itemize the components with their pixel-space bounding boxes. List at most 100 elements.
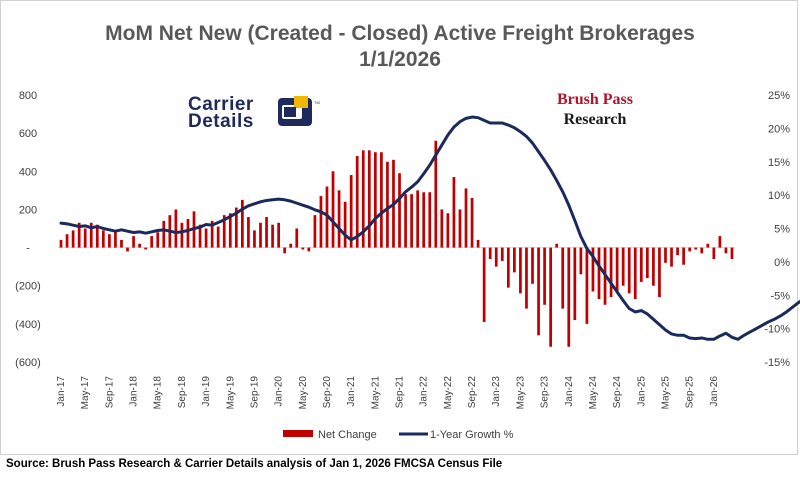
- x-axis-tick-label: Jan-25: [636, 376, 647, 407]
- net-change-bar: [482, 247, 486, 322]
- net-change-bar: [422, 192, 426, 248]
- net-change-bar: [83, 228, 87, 248]
- net-change-bar: [101, 230, 105, 248]
- net-change-bar: [458, 209, 462, 248]
- net-change-bar: [295, 228, 299, 248]
- net-change-bar: [210, 220, 214, 248]
- net-change-bar: [216, 226, 220, 248]
- legend-growth-label: 1-Year Growth %: [430, 429, 514, 441]
- x-axis-tick-label: Sep-17: [104, 376, 115, 409]
- legend-bar-swatch: [283, 430, 313, 437]
- net-change-bar: [95, 224, 99, 248]
- x-axis-tick-label: May-24: [588, 376, 599, 410]
- x-axis-tick-label: Sep-24: [612, 376, 623, 409]
- net-change-bar: [464, 188, 468, 248]
- net-change-bar: [633, 247, 637, 300]
- net-change-bar: [555, 243, 559, 248]
- x-axis-tick-label: Jan-23: [491, 376, 502, 407]
- left-axis-tick-label: (400): [15, 319, 41, 331]
- net-change-bar: [380, 152, 383, 248]
- chart-subtitle: 1/1/2026: [359, 48, 441, 71]
- carrier-details-mark-icon: TM: [278, 96, 320, 126]
- net-change-bar: [416, 190, 420, 248]
- net-change-bar: [367, 150, 371, 248]
- x-axis-tick-label: Sep-23: [540, 376, 551, 409]
- left-axis-tick-label: -: [26, 243, 30, 255]
- net-change-bar: [700, 247, 704, 254]
- net-change-bar: [77, 222, 81, 248]
- net-change-bar: [373, 152, 377, 248]
- right-axis-tick-label: 0%: [774, 257, 790, 269]
- net-change-bar: [204, 228, 208, 248]
- line-series: [59, 115, 800, 341]
- net-change-bar: [658, 247, 661, 298]
- brush-pass-logo-line-1: Brush Pass: [556, 91, 634, 108]
- net-change-bar: [331, 171, 335, 248]
- x-axis-tick-label: May-25: [661, 376, 672, 410]
- x-axis-tick-label: Jan-19: [201, 376, 212, 407]
- net-change-bar: [150, 236, 154, 248]
- net-change-bar: [531, 247, 534, 284]
- net-change-bar: [676, 247, 679, 256]
- x-axis-tick-label: Sep-20: [322, 376, 333, 409]
- net-change-bar: [664, 247, 667, 263]
- x-axis-tick-label: May-18: [153, 376, 164, 410]
- net-change-bar: [307, 247, 311, 252]
- x-axis-tick-label: Sep-25: [685, 376, 696, 409]
- net-change-bar: [289, 243, 293, 248]
- chart-frame: [0, 0, 798, 455]
- net-change-bar: [706, 243, 710, 248]
- net-change-bar: [645, 247, 649, 279]
- left-axis-tick-label: (200): [15, 281, 41, 293]
- chart-title: MoM Net New (Created - Closed) Active Fr…: [105, 22, 695, 45]
- x-axis-tick-label: Jan-26: [709, 376, 720, 407]
- net-change-bar: [398, 173, 401, 248]
- x-axis: Jan-17 May-17 Sep-17 Jan-18 May-18 Sep-18 Jan-…: [56, 376, 720, 410]
- net-change-bar: [694, 247, 698, 250]
- right-axis: 25% 20% 15% 10% 5% 0% -5% -10% -15%: [764, 90, 790, 369]
- net-change-bar: [144, 247, 148, 250]
- net-change-bar: [519, 247, 522, 294]
- left-axis-tick-label: 400: [19, 166, 37, 178]
- source-note: Source: Brush Pass Research & Carrier De…: [6, 458, 503, 470]
- net-change-bar: [355, 156, 359, 248]
- x-axis-tick-label: Jan-20: [274, 376, 285, 407]
- net-change-bar: [446, 213, 450, 248]
- net-change-bar: [174, 209, 178, 248]
- net-change-bar: [337, 190, 341, 248]
- x-axis-tick-label: Sep-18: [177, 376, 188, 409]
- net-change-bar: [253, 230, 256, 248]
- x-axis-tick-label: May-22: [443, 376, 454, 410]
- net-change-bar: [404, 194, 407, 248]
- net-change-bar: [639, 247, 643, 282]
- net-change-bar: [301, 247, 305, 250]
- net-change-bar: [132, 236, 135, 248]
- net-change-bar: [343, 201, 347, 248]
- net-change-bar: [198, 224, 202, 248]
- net-change-bar: [222, 215, 226, 248]
- net-change-bar: [561, 247, 565, 309]
- net-change-bar: [670, 247, 673, 267]
- right-axis-tick-label: 10%: [768, 190, 790, 202]
- net-change-bar: [138, 243, 141, 248]
- net-change-bar: [724, 247, 728, 254]
- net-change-bar: [615, 247, 619, 294]
- right-axis-tick-label: 25%: [768, 90, 790, 102]
- x-axis-tick-label: May-21: [370, 376, 381, 410]
- brush-pass-logo-line-2: Research: [563, 111, 627, 128]
- x-axis-tick-label: Sep-19: [250, 376, 261, 409]
- net-change-bar: [428, 192, 432, 248]
- net-change-bar: [682, 247, 685, 265]
- legend-net-change-label: Net Change: [318, 429, 377, 441]
- net-change-bar: [126, 247, 129, 252]
- net-change-bar: [579, 247, 583, 275]
- right-axis-tick-label: -5%: [770, 290, 790, 302]
- net-change-bar: [65, 234, 69, 248]
- right-axis-tick-label: 5%: [774, 224, 790, 236]
- bar-series: [58, 140, 735, 347]
- net-change-bar: [470, 197, 474, 248]
- net-change-bar: [241, 199, 244, 248]
- net-change-bar: [621, 247, 625, 286]
- svg-text:TM: TM: [314, 100, 320, 105]
- left-axis-tick-label: 800: [19, 90, 37, 102]
